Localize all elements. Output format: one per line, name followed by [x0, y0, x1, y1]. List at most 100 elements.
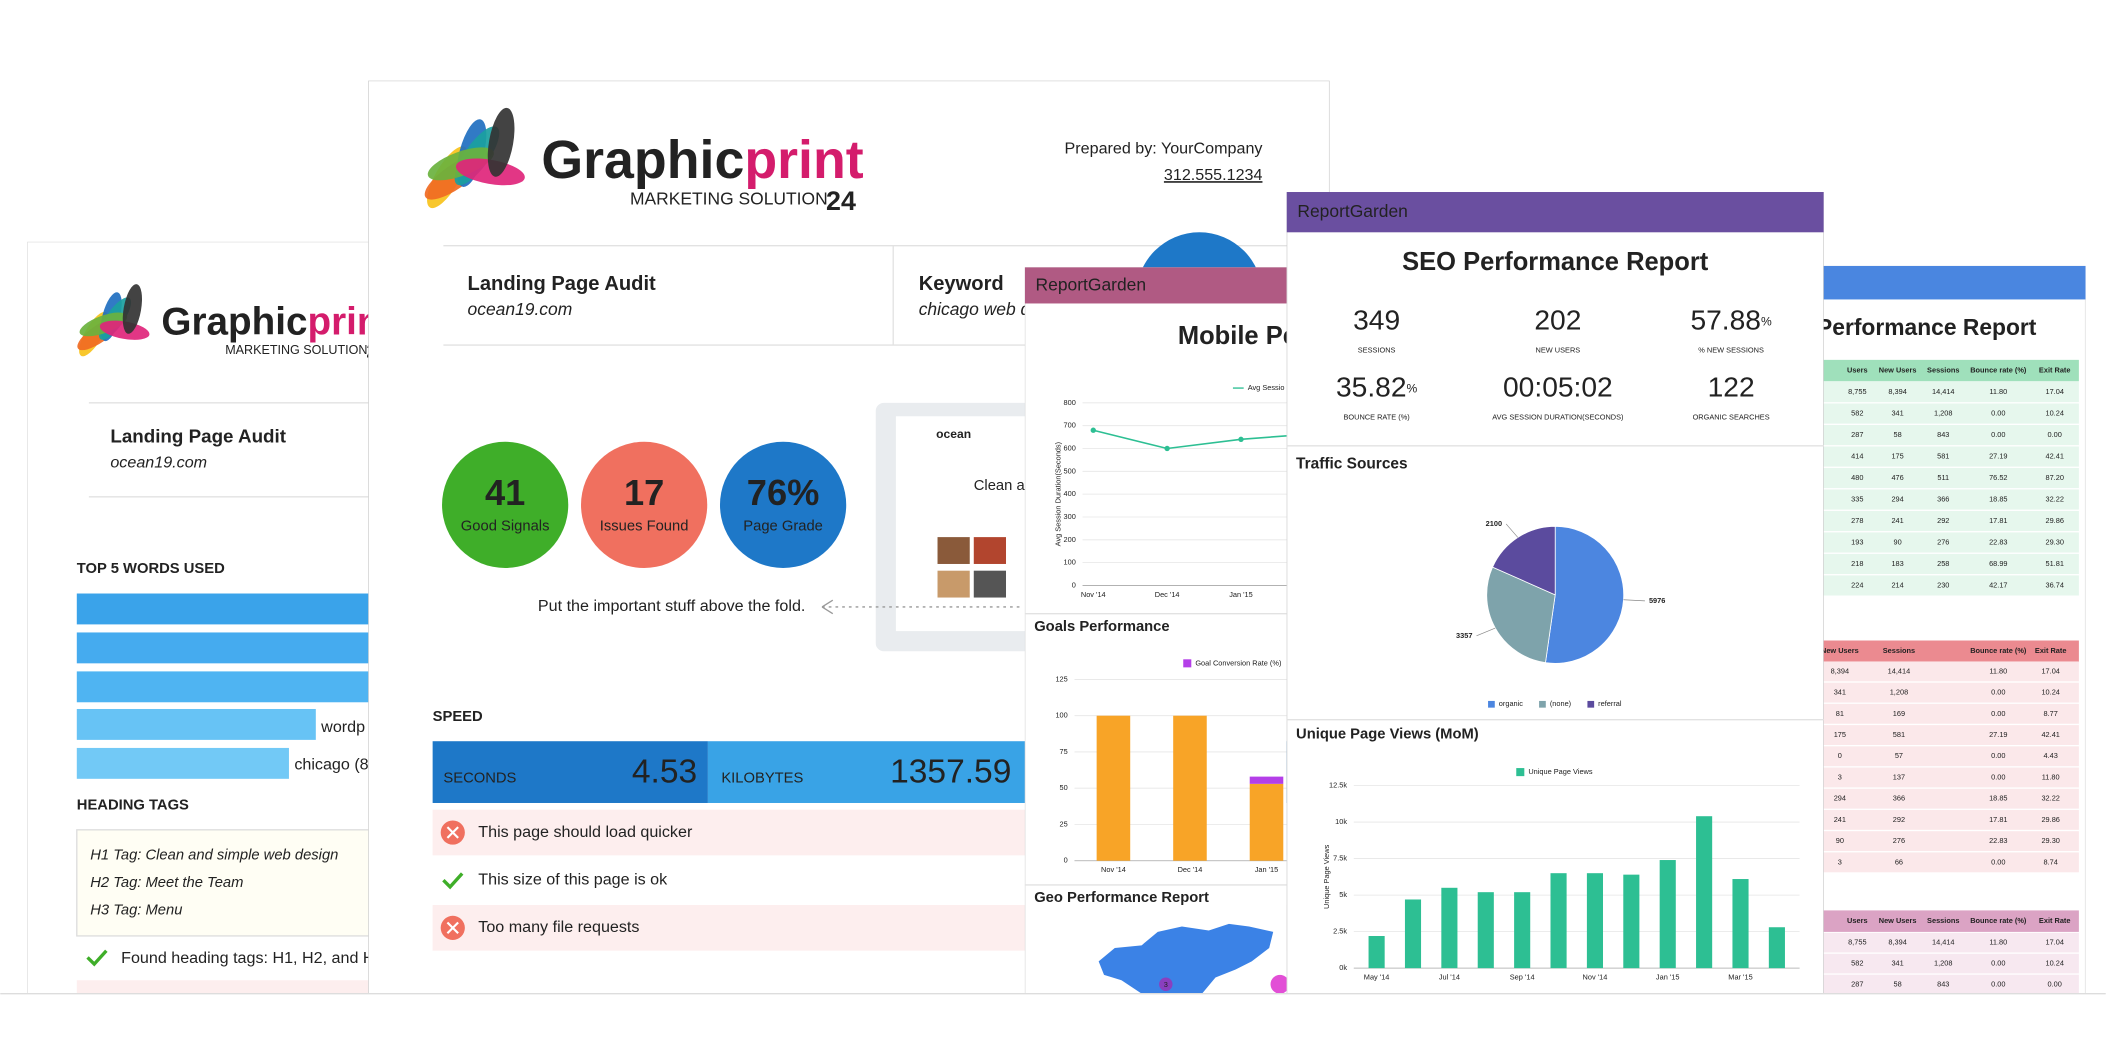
line — [1093, 429, 1287, 450]
x-tick-label: Nov '14 — [1583, 972, 1608, 981]
table-head-cell: New Users — [1879, 366, 1917, 375]
table-cell: 294 — [1891, 494, 1903, 503]
table-cell: 27.19 — [1989, 730, 2007, 739]
table-cell: 0.00 — [1991, 409, 2005, 418]
table-cell: 287 — [1851, 430, 1863, 439]
table-cell: 241 — [1834, 815, 1846, 824]
table-cell: 14,414 — [1888, 666, 1911, 675]
table-cell: 87.20 — [2045, 473, 2063, 482]
table-row — [1745, 767, 2079, 788]
bar — [1659, 860, 1676, 969]
table-cell: 11.80 — [1989, 387, 2007, 396]
legend-label: organic — [1499, 699, 1524, 708]
table-cell: 42.17 — [1989, 580, 2007, 589]
fold-note: Put the important stuff above the fold. — [538, 597, 805, 615]
table-head-cell: Sessions — [1927, 916, 1959, 925]
metric-value: 349 — [1353, 304, 1400, 336]
table-cell: 294 — [1834, 794, 1846, 803]
y-tick-label: 75 — [1060, 747, 1068, 756]
y-tick-label: 25 — [1060, 819, 1068, 828]
table-cell: 0.00 — [1991, 857, 2005, 866]
table-cell: 480 — [1851, 473, 1863, 482]
table-cell: 0.00 — [1991, 430, 2005, 439]
table-cell: 366 — [1893, 794, 1905, 803]
data-label: 3357 — [1456, 631, 1472, 640]
score-value: 17 — [624, 472, 664, 513]
table-cell: 0.00 — [1991, 959, 2005, 968]
table-row — [1745, 852, 2079, 873]
metric-number: 349 — [1353, 304, 1400, 336]
table-row — [1745, 575, 2079, 596]
table-row — [1745, 510, 2079, 532]
leader — [1505, 523, 1519, 538]
table-row — [1745, 403, 2079, 424]
marker-label: 3 — [1164, 980, 1168, 989]
table-cell: 29.86 — [2041, 815, 2059, 824]
table-cell: 0.00 — [2048, 430, 2062, 439]
word-bar — [76, 708, 316, 740]
table-cell: 58 — [1894, 430, 1902, 439]
bar — [1514, 892, 1531, 969]
table-header — [1745, 359, 2079, 382]
table-cell: 175 — [1891, 451, 1903, 460]
y-tick-label: 125 — [1055, 674, 1067, 683]
check-icon — [86, 949, 108, 967]
table-cell: 32.22 — [2041, 794, 2059, 803]
logo-tagline: MARKETING SOLUTION — [630, 189, 828, 209]
y-tick-label: 10k — [1335, 817, 1347, 826]
metric-value: 35.82% — [1336, 371, 1418, 403]
metric-unit: % — [1407, 382, 1418, 396]
point — [1164, 445, 1170, 452]
legend-label: referral — [1598, 699, 1622, 708]
fail-cross — [446, 921, 459, 934]
check-text: Too many file requests — [478, 918, 639, 936]
table-cell: 42.41 — [2045, 451, 2063, 460]
legend-swatch — [1539, 700, 1546, 708]
mockup-image — [973, 537, 1007, 564]
table-cell: 17.81 — [1989, 815, 2007, 824]
table-head-cell: Bounce rate (%) — [1970, 916, 2027, 925]
table-cell: 335 — [1851, 494, 1863, 503]
leader — [1476, 627, 1496, 637]
table-head-cell: New Users — [1879, 916, 1917, 925]
mockup-headline: Clean an — [974, 478, 1033, 494]
legend-swatch — [1488, 700, 1495, 708]
metric-label: % NEW SESSIONS — [1698, 345, 1764, 354]
metric-label: ORGANIC SEARCHES — [1693, 413, 1770, 422]
table-cell: 476 — [1891, 473, 1903, 482]
fold-arrow-head — [821, 599, 834, 615]
bar — [1368, 936, 1385, 969]
metric-number: 35.82 — [1336, 371, 1407, 403]
metric-number: 122 — [1708, 371, 1755, 403]
table-cell: 292 — [1893, 815, 1905, 824]
table-cell: 8.77 — [2044, 709, 2058, 718]
section-title: Geo Performance Report — [1034, 890, 1209, 906]
table-cell: 81 — [1836, 709, 1844, 718]
bar — [1768, 927, 1785, 969]
table-cell: 18.85 — [1989, 794, 2007, 803]
row-bg — [76, 980, 370, 994]
x-tick-label: Dec '14 — [1155, 590, 1180, 599]
bar — [1441, 887, 1458, 969]
table-cell: 42.41 — [2041, 730, 2059, 739]
metric-label: SESSIONS — [1358, 345, 1396, 354]
table-cell: 287 — [1851, 979, 1863, 988]
table-cell: 10.24 — [2041, 688, 2059, 697]
logo-number: 24 — [366, 342, 388, 363]
table-head-cell: Exit Rate — [2039, 916, 2071, 925]
table-cell: 258 — [1937, 559, 1949, 568]
table-head-cell: Sessions — [1883, 646, 1915, 655]
y-tick-label: 0 — [1072, 580, 1076, 589]
table-cell: 22.83 — [1989, 836, 2007, 845]
y-tick-label: 300 — [1064, 512, 1076, 521]
mockup-image — [937, 537, 970, 564]
legend-swatch — [1587, 700, 1595, 708]
bar — [1477, 892, 1494, 969]
mockup-image — [937, 570, 970, 598]
table-cell: 90 — [1894, 537, 1902, 546]
y-tick-label: 50 — [1060, 783, 1068, 792]
